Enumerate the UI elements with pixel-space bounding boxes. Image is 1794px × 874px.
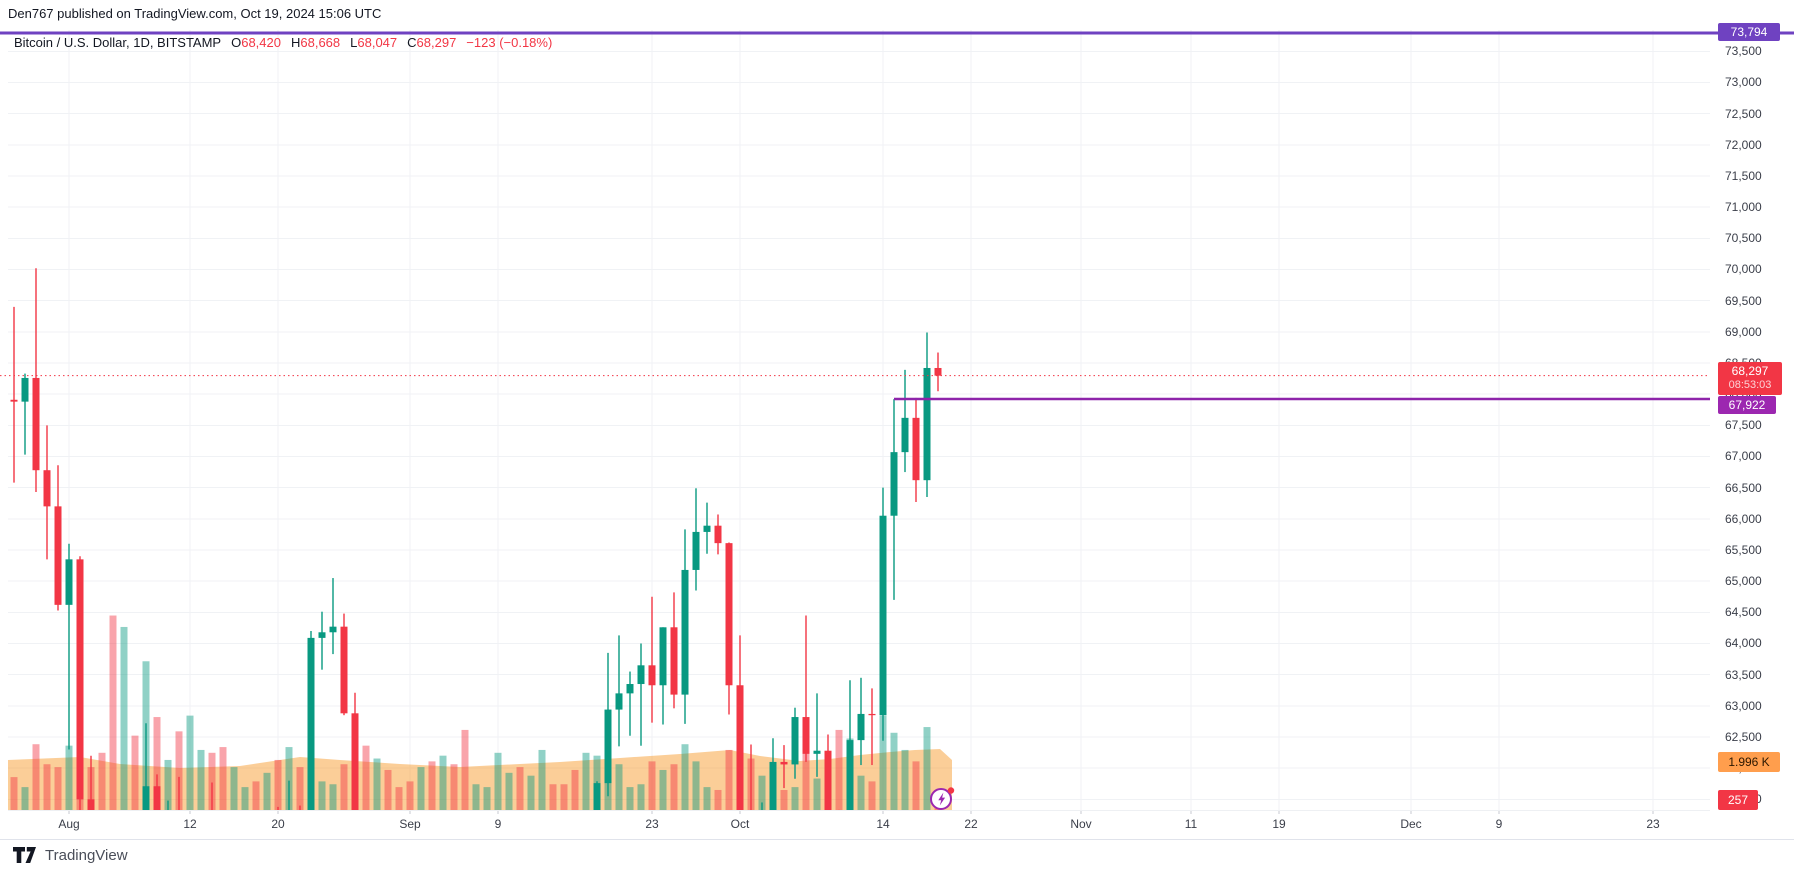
time-axis-label: 23 xyxy=(645,817,659,831)
price-axis-label: 72,000 xyxy=(1725,137,1762,152)
time-axis-label: 23 xyxy=(1646,817,1660,831)
price-axis-label: 70,500 xyxy=(1725,231,1762,246)
price-axis-label: 65,500 xyxy=(1725,542,1762,557)
price-change: −123 (−0.18%) xyxy=(466,35,553,50)
time-axis-label: Aug xyxy=(58,817,80,831)
symbol-header[interactable]: Bitcoin / U.S. Dollar, 1D, BITSTAMP O68,4… xyxy=(14,35,552,50)
price-axis-label: 64,000 xyxy=(1725,636,1762,651)
ohlc-close: C68,297 xyxy=(407,35,457,50)
attribution-text: Den767 published on TradingView.com, Oct… xyxy=(8,6,382,21)
price-axis-label: 73,500 xyxy=(1725,44,1762,59)
tradingview-logo[interactable]: TradingView xyxy=(12,846,128,864)
symbol-title: Bitcoin / U.S. Dollar, 1D, BITSTAMP xyxy=(14,35,222,50)
price-axis-label: 71,500 xyxy=(1725,168,1762,183)
price-axis-label: 72,500 xyxy=(1725,106,1762,121)
time-axis-label: 22 xyxy=(964,817,978,831)
price-badge-last-price: 68,297 08:53:03 xyxy=(1718,362,1782,395)
tradingview-logo-icon xyxy=(13,847,36,863)
plot-axis-divider xyxy=(8,810,1710,811)
ohlc-high: H68,668 xyxy=(290,35,341,50)
time-axis-label: Nov xyxy=(1070,817,1092,831)
price-axis-label: 62,500 xyxy=(1725,730,1762,744)
price-axis-label: 63,000 xyxy=(1725,698,1762,713)
price-badge-volume-value: 257 xyxy=(1718,790,1758,810)
price-axis-label: 69,000 xyxy=(1725,324,1762,339)
price-axis-label: 66,000 xyxy=(1725,511,1762,526)
tradingview-logo-text: TradingView xyxy=(45,846,128,864)
time-axis-label: Oct xyxy=(730,817,750,831)
bottom-border xyxy=(0,839,1794,840)
bar-close-countdown: 08:53:03 xyxy=(1728,379,1772,391)
ohlc-open: O68,420 xyxy=(231,35,281,50)
price-axis-label: 73,000 xyxy=(1725,75,1762,90)
time-axis-label: 14 xyxy=(876,817,890,831)
price-axis-label: 71,000 xyxy=(1725,200,1762,215)
time-axis-label: 20 xyxy=(271,817,285,831)
price-axis-label: 64,500 xyxy=(1725,605,1762,620)
price-axis-label: 70,000 xyxy=(1725,262,1762,277)
time-axis-label: 11 xyxy=(1184,817,1198,831)
time-axis-label: 9 xyxy=(494,817,502,831)
ohlc-low: L68,047 xyxy=(350,35,398,50)
price-axis-label: 66,500 xyxy=(1725,480,1762,495)
price-axis-label: 63,500 xyxy=(1725,667,1762,682)
price-badge-ray-level: 67,922 xyxy=(1718,396,1776,414)
time-axis-label: 12 xyxy=(183,817,197,831)
time-axis-label: 9 xyxy=(1495,817,1503,831)
time-axis-label: Sep xyxy=(399,817,421,831)
price-axis-label: 67,500 xyxy=(1725,418,1762,433)
price-axis-label: 69,500 xyxy=(1725,293,1762,308)
price-badge-ath-line: 73,794 xyxy=(1718,23,1780,41)
price-axis-label: 67,000 xyxy=(1725,449,1762,464)
last-price-value: 68,297 xyxy=(1731,364,1769,378)
time-axis-label: Dec xyxy=(1400,817,1422,831)
time-axis-label: 19 xyxy=(1272,817,1286,831)
lightning-icon[interactable] xyxy=(929,786,955,812)
price-badge-indicator-value: 1.996 K xyxy=(1718,752,1780,772)
price-axis-label: 65,000 xyxy=(1725,574,1762,589)
